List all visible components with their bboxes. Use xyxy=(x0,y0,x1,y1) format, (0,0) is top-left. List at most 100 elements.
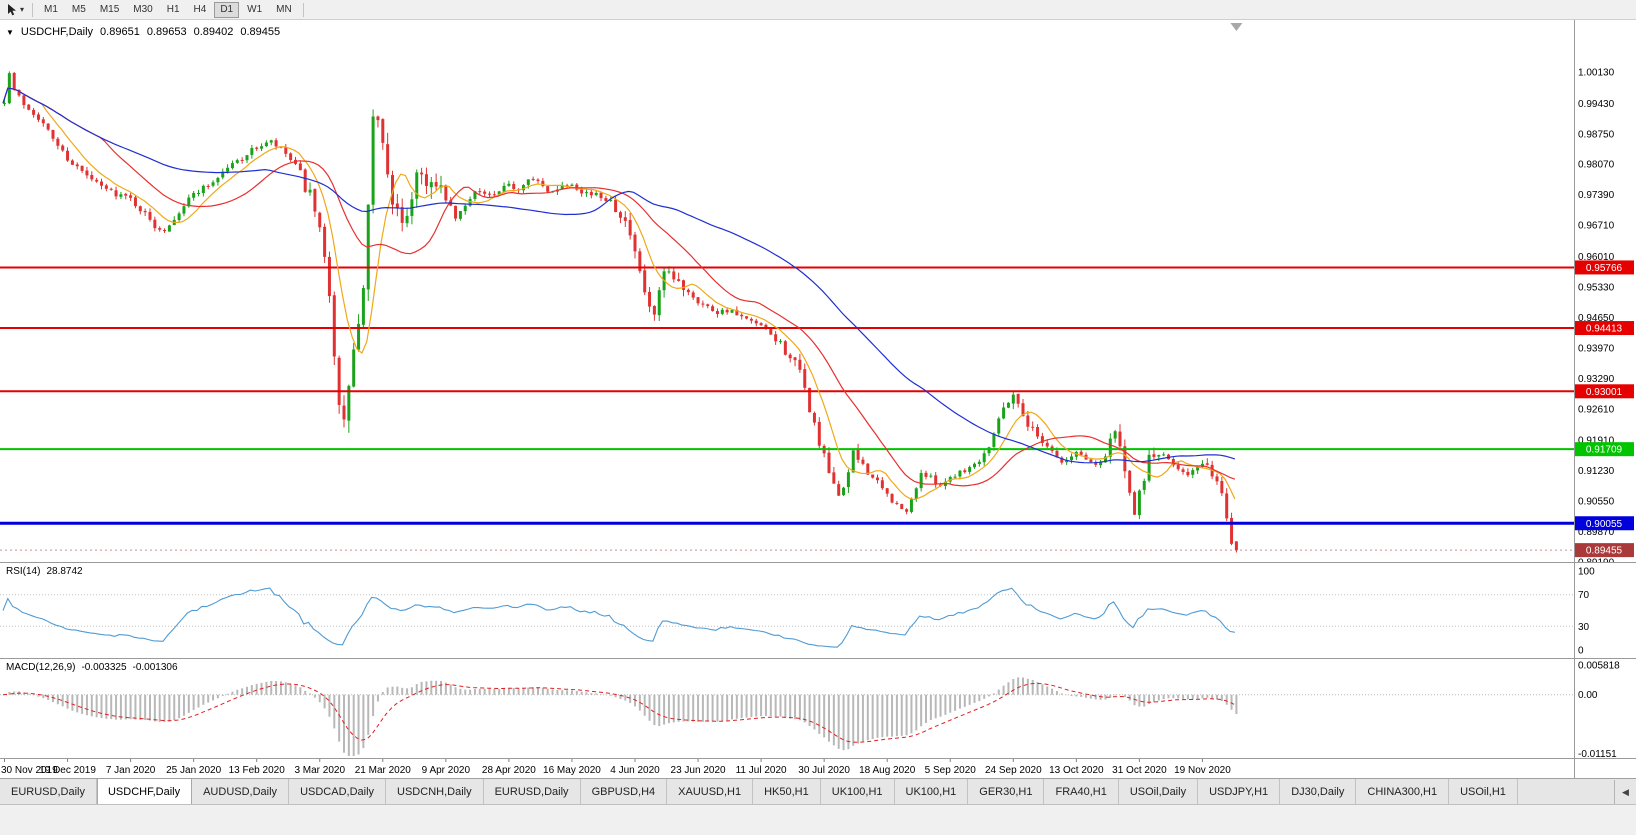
macd-main-value: -0.003325 xyxy=(81,662,127,673)
chart-tab-usoil-h1[interactable]: USOil,H1 xyxy=(1449,779,1518,804)
svg-text:28 Apr 2020: 28 Apr 2020 xyxy=(482,765,536,776)
svg-text:0.91230: 0.91230 xyxy=(1578,466,1615,477)
svg-text:0.89190: 0.89190 xyxy=(1578,558,1615,563)
svg-text:16 May 2020: 16 May 2020 xyxy=(543,765,601,776)
chart-tabs-bar: EURUSD,Daily USDCHF,Daily AUDUSD,Daily USDC… xyxy=(0,778,1636,804)
macd-indicator-pane[interactable]: 0.005818 0.00 -0.01151 MACD(12,26,9) -0.00… xyxy=(0,658,1636,758)
timeframe-button-d1[interactable]: D1 xyxy=(214,1,240,18)
chart-tab-dj30-daily[interactable]: DJ30,Daily xyxy=(1280,779,1357,804)
svg-text:9 Apr 2020: 9 Apr 2020 xyxy=(422,765,471,776)
timeframe-button-m15[interactable]: M15 xyxy=(99,4,120,15)
chart-tab-usdchf-daily[interactable]: USDCHF,Daily xyxy=(96,779,193,804)
rsi-current-value: 28.8742 xyxy=(46,566,83,577)
chart-tab-usoil-daily[interactable]: USOil,Daily xyxy=(1118,779,1199,804)
price-chart-pane[interactable]: 1.00130 0.99430 0.98750 0.98070 0.97390 0.967… xyxy=(0,20,1636,562)
svg-text:0.99430: 0.99430 xyxy=(1578,99,1615,110)
chart-tab-usdcad-daily[interactable]: USDCAD,Daily xyxy=(289,779,387,804)
chart-symbol-period: USDCHF,Daily xyxy=(20,26,94,38)
svg-text:1.00130: 1.00130 xyxy=(1578,67,1615,78)
timeframe-button-m1[interactable]: M1 xyxy=(44,4,58,15)
ohlc-low: 0.89402 xyxy=(193,26,234,38)
svg-text:0.98750: 0.98750 xyxy=(1578,129,1615,140)
svg-text:13 Feb 2020: 13 Feb 2020 xyxy=(229,765,286,776)
chart-tab-china300-h1[interactable]: CHINA300,H1 xyxy=(1356,779,1450,804)
timeframe-toolbar: ▾ M1 M5 M15 M30 H1 H4 D1 W1 MN xyxy=(0,0,1636,20)
svg-text:30 Jul 2020: 30 Jul 2020 xyxy=(798,765,850,776)
chevron-down-icon: ▾ xyxy=(20,4,25,14)
svg-text:0.92610: 0.92610 xyxy=(1578,404,1615,415)
svg-text:0: 0 xyxy=(1578,646,1584,657)
svg-text:31 Oct 2020: 31 Oct 2020 xyxy=(1112,765,1167,776)
svg-text:0.94413: 0.94413 xyxy=(1586,324,1623,335)
svg-text:0.89455: 0.89455 xyxy=(1586,546,1623,557)
svg-text:0.90550: 0.90550 xyxy=(1578,497,1615,508)
svg-text:-0.01151: -0.01151 xyxy=(1578,749,1617,758)
chart-tab-fra40-h1[interactable]: FRA40,H1 xyxy=(1044,779,1119,804)
timeframe-buttons: M1 M5 M15 M30 H1 H4 D1 W1 MN xyxy=(37,1,299,18)
timeframe-button-w1[interactable]: W1 xyxy=(247,4,263,15)
svg-text:0.00: 0.00 xyxy=(1578,690,1598,701)
cursor-icon xyxy=(8,3,16,15)
svg-text:0.93970: 0.93970 xyxy=(1578,343,1615,354)
svg-text:0.93001: 0.93001 xyxy=(1586,387,1623,398)
timeframe-button-mn[interactable]: MN xyxy=(276,4,292,15)
rsi-label: RSI(14) 28.8742 xyxy=(6,566,83,577)
chart-tab-eurusd-daily[interactable]: EURUSD,Daily xyxy=(0,779,97,804)
svg-text:0.89870: 0.89870 xyxy=(1578,527,1615,538)
ohlc-close: 0.89455 xyxy=(240,26,281,38)
timeframe-button-h1[interactable]: H1 xyxy=(166,4,180,15)
svg-text:0.96010: 0.96010 xyxy=(1578,252,1615,263)
ohlc-open: 0.89651 xyxy=(100,26,140,38)
toolbar-separator xyxy=(32,2,34,17)
chart-tab-uk100-h1[interactable]: UK100,H1 xyxy=(894,779,969,804)
svg-text:11 Jul 2020: 11 Jul 2020 xyxy=(736,765,787,776)
chart-tab-ger30-h1[interactable]: GER30,H1 xyxy=(968,779,1045,804)
chart-tab-uk100-h1[interactable]: UK100,H1 xyxy=(820,779,895,804)
rsi-indicator-name: RSI(14) xyxy=(6,566,41,577)
svg-text:7 Jan 2020: 7 Jan 2020 xyxy=(106,765,156,776)
candlestick-chart-canvas[interactable]: 1.00130 0.99430 0.98750 0.98070 0.97390 0.967… xyxy=(0,20,1636,562)
svg-text:30: 30 xyxy=(1578,622,1590,633)
svg-text:5 Sep 2020: 5 Sep 2020 xyxy=(925,765,977,776)
chart-tab-gbpusd-h4[interactable]: GBPUSD,H4 xyxy=(580,779,668,804)
svg-text:0.005818: 0.005818 xyxy=(1578,661,1620,672)
chart-tab-hk50-h1[interactable]: HK50,H1 xyxy=(753,779,821,804)
price-axis-separator xyxy=(1574,20,1575,778)
svg-text:19 Nov 2020: 19 Nov 2020 xyxy=(1174,765,1231,776)
svg-text:0.97390: 0.97390 xyxy=(1578,190,1615,201)
chart-tab-eurusd-daily[interactable]: EURUSD,Daily xyxy=(483,779,581,804)
svg-text:3 Mar 2020: 3 Mar 2020 xyxy=(294,765,345,776)
cursor-tool-button[interactable]: ▾ xyxy=(3,1,28,19)
svg-text:24 Sep 2020: 24 Sep 2020 xyxy=(985,765,1042,776)
chart-tab-audusd-daily[interactable]: AUDUSD,Daily xyxy=(192,779,290,804)
svg-text:19 Dec 2019: 19 Dec 2019 xyxy=(39,765,96,776)
svg-text:18 Aug 2020: 18 Aug 2020 xyxy=(859,765,916,776)
timeframe-button-m30[interactable]: M30 xyxy=(133,4,153,15)
macd-indicator-name: MACD(12,26,9) xyxy=(6,662,76,673)
macd-chart-canvas[interactable]: 0.005818 0.00 -0.01151 xyxy=(0,659,1636,758)
rsi-indicator-pane[interactable]: 100 70 30 0 RSI(14) 28.8742 xyxy=(0,562,1636,658)
svg-text:25 Jan 2020: 25 Jan 2020 xyxy=(166,765,221,776)
svg-text:0.93290: 0.93290 xyxy=(1578,374,1615,385)
ohlc-high: 0.89653 xyxy=(146,26,187,38)
chart-tab-usdjpy-h1[interactable]: USDJPY,H1 xyxy=(1198,779,1281,804)
timeframe-button-h4[interactable]: H4 xyxy=(193,4,207,15)
status-bar xyxy=(0,804,1636,835)
timeframe-button-m5[interactable]: M5 xyxy=(71,4,86,15)
svg-text:0.91910: 0.91910 xyxy=(1578,436,1615,447)
chart-collapse-icon[interactable]: ▼ xyxy=(6,27,14,37)
chart-tab-xauusd-h1[interactable]: XAUUSD,H1 xyxy=(667,779,754,804)
rsi-chart-canvas[interactable]: 100 70 30 0 xyxy=(0,563,1636,658)
toolbar-separator xyxy=(302,2,304,17)
svg-text:21 Mar 2020: 21 Mar 2020 xyxy=(355,765,412,776)
tab-scroll-left-button[interactable]: ◀ xyxy=(1614,780,1636,804)
macd-label: MACD(12,26,9) -0.003325 -0.001306 xyxy=(6,662,178,673)
macd-signal-value: -0.001306 xyxy=(132,662,178,673)
svg-text:0.95766: 0.95766 xyxy=(1586,263,1623,274)
chart-tab-usdcnh-daily[interactable]: USDCNH,Daily xyxy=(386,779,484,804)
svg-text:100: 100 xyxy=(1578,567,1595,578)
svg-text:70: 70 xyxy=(1578,590,1590,601)
svg-text:13 Oct 2020: 13 Oct 2020 xyxy=(1049,765,1104,776)
date-axis[interactable]: 30 Nov 2019 19 Dec 2019 7 Jan 2020 25 Jan 2… xyxy=(0,758,1636,778)
